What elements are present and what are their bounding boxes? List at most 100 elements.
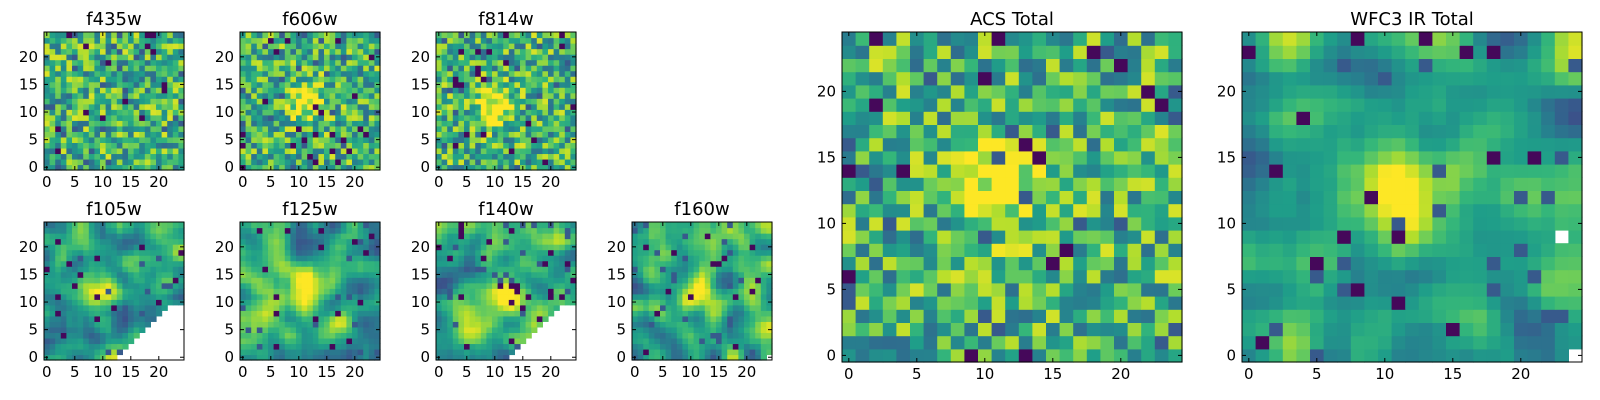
heatmap-cell bbox=[284, 43, 291, 50]
heatmap-cell bbox=[1032, 190, 1047, 205]
heatmap-cell bbox=[910, 190, 925, 205]
heatmap-cell bbox=[335, 354, 342, 361]
heatmap-cell bbox=[749, 310, 756, 317]
heatmap-cell bbox=[273, 59, 280, 66]
heatmap-cell bbox=[704, 271, 711, 278]
heatmap-cell bbox=[542, 164, 549, 171]
heatmap-cell bbox=[447, 164, 454, 171]
heatmap-cell bbox=[279, 98, 286, 105]
heatmap-cell bbox=[869, 216, 884, 231]
heatmap-cell bbox=[144, 315, 151, 322]
heatmap-cell bbox=[503, 158, 510, 166]
heatmap-cell bbox=[139, 282, 146, 289]
heatmap-cell bbox=[156, 147, 163, 155]
heatmap-cell bbox=[363, 233, 370, 240]
heatmap-cell bbox=[374, 125, 381, 132]
heatmap-cell bbox=[676, 348, 683, 356]
heatmap-cell bbox=[111, 103, 118, 110]
heatmap-cell bbox=[312, 293, 319, 300]
heatmap-cell bbox=[755, 354, 762, 361]
heatmap-cell bbox=[167, 103, 174, 110]
heatmap-cell bbox=[335, 164, 342, 171]
heatmap-cell bbox=[503, 164, 510, 171]
heatmap-cell bbox=[1127, 111, 1142, 125]
heatmap-cell bbox=[654, 282, 661, 289]
heatmap-cell bbox=[290, 348, 297, 356]
heatmap-cell bbox=[855, 335, 870, 350]
heatmap-cell bbox=[167, 260, 174, 267]
heatmap-cell bbox=[105, 260, 112, 267]
heatmap-cell bbox=[161, 304, 168, 311]
heatmap-cell bbox=[83, 238, 90, 245]
heatmap-cell bbox=[251, 332, 258, 339]
heatmap-cell bbox=[116, 299, 123, 306]
heatmap-cell bbox=[312, 222, 319, 229]
heatmap-cell bbox=[116, 321, 123, 328]
heatmap-cell bbox=[324, 92, 331, 99]
x-tick-label: 0 bbox=[630, 363, 640, 381]
heatmap-cell bbox=[167, 233, 174, 240]
heatmap-cell bbox=[469, 227, 476, 234]
heatmap-cell bbox=[128, 249, 135, 256]
heatmap-cell bbox=[464, 54, 471, 61]
heatmap-cell bbox=[643, 277, 650, 284]
heatmap-cell bbox=[368, 153, 375, 160]
heatmap-cell bbox=[548, 98, 555, 105]
heatmap-cell bbox=[88, 87, 95, 94]
heatmap-cell bbox=[178, 98, 185, 105]
heatmap-cell bbox=[88, 343, 95, 350]
heatmap-cell bbox=[144, 48, 151, 55]
heatmap-cell bbox=[508, 271, 515, 278]
heatmap-cell bbox=[105, 315, 112, 322]
heatmap-cell bbox=[436, 233, 443, 240]
x-tick-label: 5 bbox=[462, 173, 472, 191]
heatmap-cell bbox=[727, 321, 734, 328]
heatmap-cell bbox=[542, 59, 549, 66]
heatmap-cell bbox=[458, 59, 465, 66]
heatmap-cell bbox=[133, 326, 140, 333]
heatmap-cell bbox=[296, 142, 303, 149]
heatmap-cell bbox=[1086, 203, 1101, 218]
heatmap-cell bbox=[564, 103, 571, 110]
x-tick-label: 5 bbox=[658, 363, 668, 381]
heatmap-cell bbox=[284, 310, 291, 317]
heatmap-cell bbox=[693, 354, 700, 361]
heatmap-cell bbox=[480, 131, 487, 138]
heatmap-cell bbox=[357, 43, 364, 50]
heatmap-cell bbox=[357, 277, 364, 284]
heatmap-cell bbox=[486, 98, 493, 105]
heatmap-cell bbox=[116, 158, 123, 166]
heatmap-cell bbox=[128, 147, 135, 155]
heatmap-cell bbox=[161, 48, 168, 55]
heatmap-cell bbox=[536, 293, 543, 300]
heatmap-cell bbox=[682, 244, 689, 251]
heatmap-cell bbox=[284, 299, 291, 306]
heatmap-cell bbox=[324, 337, 331, 345]
heatmap-cell bbox=[525, 260, 532, 267]
heatmap-cell bbox=[111, 76, 118, 83]
heatmap-cell bbox=[1114, 124, 1129, 139]
heatmap-cell bbox=[486, 164, 493, 171]
heatmap-cell bbox=[128, 282, 135, 289]
heatmap-cell bbox=[251, 37, 258, 44]
heatmap-cell bbox=[447, 43, 454, 50]
heatmap-cell bbox=[335, 310, 342, 317]
heatmap-cell bbox=[536, 158, 543, 166]
heatmap-cell bbox=[492, 76, 499, 83]
heatmap-cell bbox=[542, 92, 549, 99]
heatmap-cell bbox=[559, 277, 566, 284]
heatmap-cell bbox=[744, 315, 751, 322]
heatmap-cell bbox=[66, 76, 73, 83]
heatmap-cell bbox=[503, 293, 510, 300]
heatmap-cell bbox=[49, 304, 56, 311]
heatmap-cell bbox=[503, 142, 510, 149]
heatmap-cell bbox=[704, 348, 711, 356]
heatmap-cell bbox=[83, 332, 90, 339]
heatmap-cell bbox=[77, 153, 84, 160]
heatmap-cell bbox=[1141, 203, 1156, 218]
heatmap-cell bbox=[704, 321, 711, 328]
heatmap-cell bbox=[368, 277, 375, 284]
heatmap-cell bbox=[1086, 137, 1101, 152]
heatmap-cell bbox=[324, 43, 331, 50]
heatmap-cell bbox=[441, 260, 448, 267]
